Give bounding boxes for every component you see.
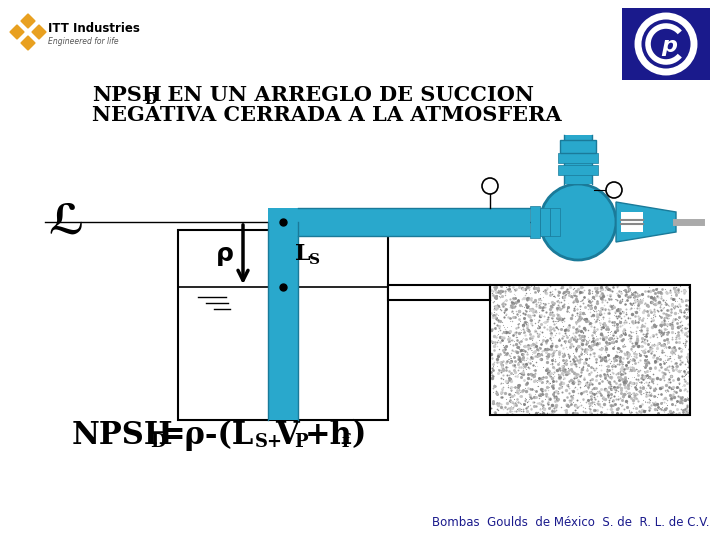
Text: D: D — [150, 433, 166, 451]
Text: =ρ-(L: =ρ-(L — [160, 420, 254, 450]
Text: NPSH: NPSH — [92, 85, 162, 105]
Bar — [540, 208, 550, 236]
Text: ρ: ρ — [216, 242, 234, 267]
Bar — [622, 8, 710, 80]
Bar — [558, 153, 598, 163]
Text: p: p — [661, 36, 677, 56]
Polygon shape — [32, 25, 46, 39]
Text: ): ) — [351, 420, 365, 450]
Text: P: P — [294, 433, 307, 451]
Text: NPSH: NPSH — [72, 420, 174, 450]
Text: V: V — [275, 420, 299, 450]
Polygon shape — [616, 202, 676, 242]
Bar — [490, 285, 690, 415]
Text: S+: S+ — [255, 433, 283, 451]
Bar — [178, 230, 388, 420]
Polygon shape — [10, 25, 24, 39]
Text: +h: +h — [305, 420, 353, 450]
Text: L: L — [295, 244, 310, 266]
Text: S: S — [309, 253, 320, 267]
Bar — [268, 222, 298, 420]
Text: EN UN ARREGLO DE SUCCION: EN UN ARREGLO DE SUCCION — [153, 85, 534, 105]
Text: NEGATIVA CERRADA A LA ATMOSFERA: NEGATIVA CERRADA A LA ATMOSFERA — [92, 105, 562, 125]
Bar — [560, 140, 596, 153]
Circle shape — [540, 184, 616, 260]
Text: Engineered for life: Engineered for life — [48, 37, 119, 45]
Circle shape — [482, 178, 498, 194]
Bar — [550, 208, 560, 236]
Text: ITT Industries: ITT Industries — [48, 22, 140, 35]
Circle shape — [606, 182, 622, 198]
Bar — [564, 135, 592, 184]
Text: Bombas  Goulds  de México  S. de  R. L. de C.V.: Bombas Goulds de México S. de R. L. de C… — [433, 516, 710, 529]
Text: D: D — [144, 93, 156, 107]
Bar — [558, 165, 598, 175]
Bar — [530, 206, 540, 238]
Bar — [621, 212, 643, 232]
Bar — [298, 208, 530, 236]
Polygon shape — [21, 36, 35, 50]
Bar — [268, 208, 298, 222]
Text: ℒ: ℒ — [48, 201, 84, 243]
Polygon shape — [21, 14, 35, 28]
Text: f: f — [342, 433, 350, 451]
Bar — [388, 285, 490, 300]
